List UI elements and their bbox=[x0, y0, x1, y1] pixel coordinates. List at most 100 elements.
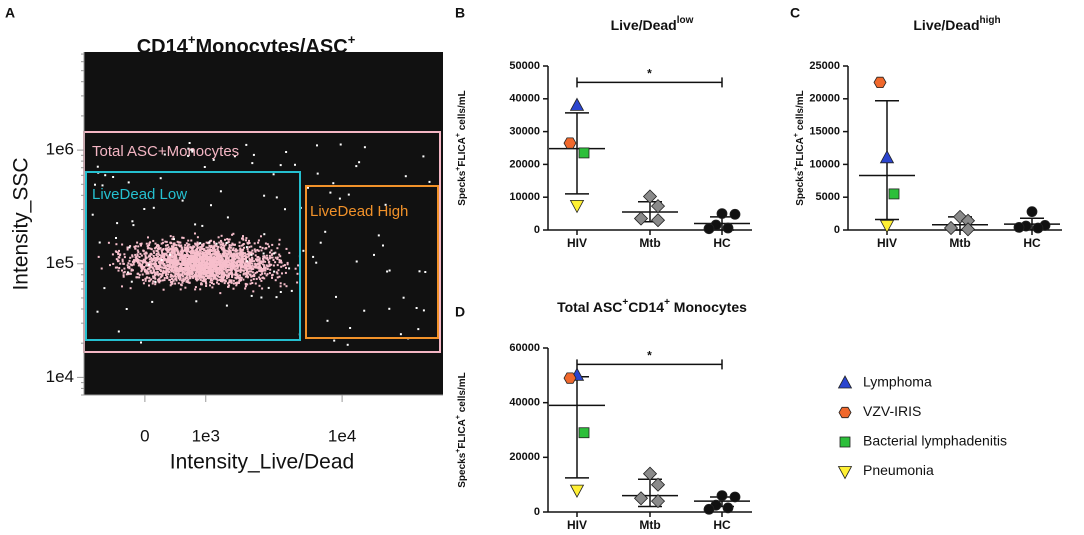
event-dot bbox=[224, 252, 227, 255]
event-dot bbox=[139, 259, 142, 262]
event-dot bbox=[258, 261, 261, 264]
event-dot bbox=[177, 282, 180, 285]
event-dot bbox=[157, 244, 160, 247]
event-dot bbox=[238, 241, 241, 244]
event-dot bbox=[168, 262, 171, 265]
event-dot bbox=[233, 252, 236, 255]
event-dot bbox=[136, 249, 139, 252]
x-tick-label: HC bbox=[713, 518, 731, 532]
event-dot bbox=[388, 269, 391, 272]
event-dot bbox=[176, 269, 179, 272]
event-dot bbox=[155, 249, 158, 252]
event-dot bbox=[184, 273, 186, 276]
event-dot bbox=[194, 249, 197, 252]
event-dot bbox=[190, 268, 193, 271]
event-dot bbox=[188, 251, 191, 253]
event-dot bbox=[234, 274, 237, 277]
event-dot bbox=[164, 264, 167, 267]
event-dot bbox=[224, 265, 227, 268]
event-dot bbox=[214, 249, 217, 252]
event-dot bbox=[176, 253, 179, 256]
event-dot bbox=[224, 259, 226, 262]
event-dot bbox=[228, 244, 231, 247]
event-dot bbox=[182, 279, 185, 282]
event-dot bbox=[189, 269, 192, 272]
event-dot bbox=[236, 281, 239, 284]
event-dot bbox=[263, 194, 266, 197]
point bbox=[703, 223, 715, 235]
event-dot bbox=[237, 277, 240, 279]
event-dot bbox=[231, 248, 234, 251]
point bbox=[633, 211, 649, 226]
event-dot bbox=[234, 268, 237, 271]
event-dot bbox=[161, 253, 164, 256]
event-dot bbox=[173, 254, 176, 257]
event-dot bbox=[192, 276, 195, 279]
point bbox=[703, 503, 715, 515]
event-dot bbox=[187, 254, 190, 257]
event-dot bbox=[181, 260, 184, 263]
y-tick-label: 25000 bbox=[809, 60, 840, 72]
event-dot bbox=[215, 265, 218, 268]
event-dot bbox=[173, 258, 176, 261]
event-dot bbox=[210, 204, 212, 207]
y-tick-label: 20000 bbox=[509, 158, 540, 170]
event-dot bbox=[214, 257, 217, 260]
event-dot bbox=[184, 277, 187, 280]
event-dot bbox=[199, 246, 202, 249]
event-dot bbox=[161, 252, 164, 255]
event-dot bbox=[332, 182, 335, 185]
point bbox=[642, 189, 658, 204]
event-dot bbox=[155, 254, 158, 256]
event-dot bbox=[117, 330, 120, 333]
event-dot bbox=[221, 269, 224, 272]
event-dot bbox=[190, 246, 193, 249]
event-dot bbox=[212, 276, 215, 279]
event-dot bbox=[270, 263, 273, 266]
event-dot bbox=[272, 259, 275, 261]
event-dot bbox=[205, 282, 208, 285]
event-dot bbox=[227, 258, 230, 261]
event-dot bbox=[244, 285, 247, 288]
point bbox=[563, 137, 577, 149]
event-dot bbox=[162, 260, 165, 263]
event-dot bbox=[209, 245, 212, 248]
event-dot bbox=[200, 273, 203, 276]
event-dot bbox=[270, 249, 273, 252]
event-dot bbox=[240, 276, 243, 279]
event-dot bbox=[186, 262, 189, 265]
event-dot bbox=[160, 256, 163, 259]
event-dot bbox=[160, 259, 163, 261]
event-dot bbox=[233, 264, 236, 267]
event-dot bbox=[129, 287, 132, 290]
event-dot bbox=[191, 252, 194, 255]
event-dot bbox=[159, 177, 162, 180]
event-dot bbox=[194, 262, 197, 265]
event-dot bbox=[229, 267, 232, 270]
event-dot bbox=[237, 256, 240, 259]
event-dot bbox=[162, 264, 165, 267]
panel-title-part: Monocytes bbox=[670, 299, 747, 315]
event-dot bbox=[183, 259, 186, 262]
event-dot bbox=[261, 270, 264, 272]
event-dot bbox=[210, 277, 213, 280]
panel-title-part: Monocytes/ASC bbox=[195, 36, 347, 58]
event-dot bbox=[246, 241, 249, 244]
event-dot bbox=[274, 256, 277, 259]
event-dot bbox=[214, 270, 217, 273]
event-dot bbox=[247, 255, 250, 258]
event-dot bbox=[240, 264, 243, 267]
event-dot bbox=[226, 250, 229, 253]
event-dot bbox=[180, 257, 183, 259]
event-dot bbox=[133, 259, 135, 262]
event-dot bbox=[127, 262, 130, 265]
event-dot bbox=[178, 245, 181, 248]
event-dot bbox=[418, 270, 421, 273]
event-dot bbox=[245, 246, 248, 249]
event-dot bbox=[424, 271, 427, 273]
event-dot bbox=[135, 258, 138, 261]
event-dot bbox=[175, 279, 178, 282]
event-dot bbox=[363, 309, 366, 312]
x-axis-label: Intensity_Live/Dead bbox=[170, 451, 354, 474]
event-dot bbox=[174, 267, 177, 270]
